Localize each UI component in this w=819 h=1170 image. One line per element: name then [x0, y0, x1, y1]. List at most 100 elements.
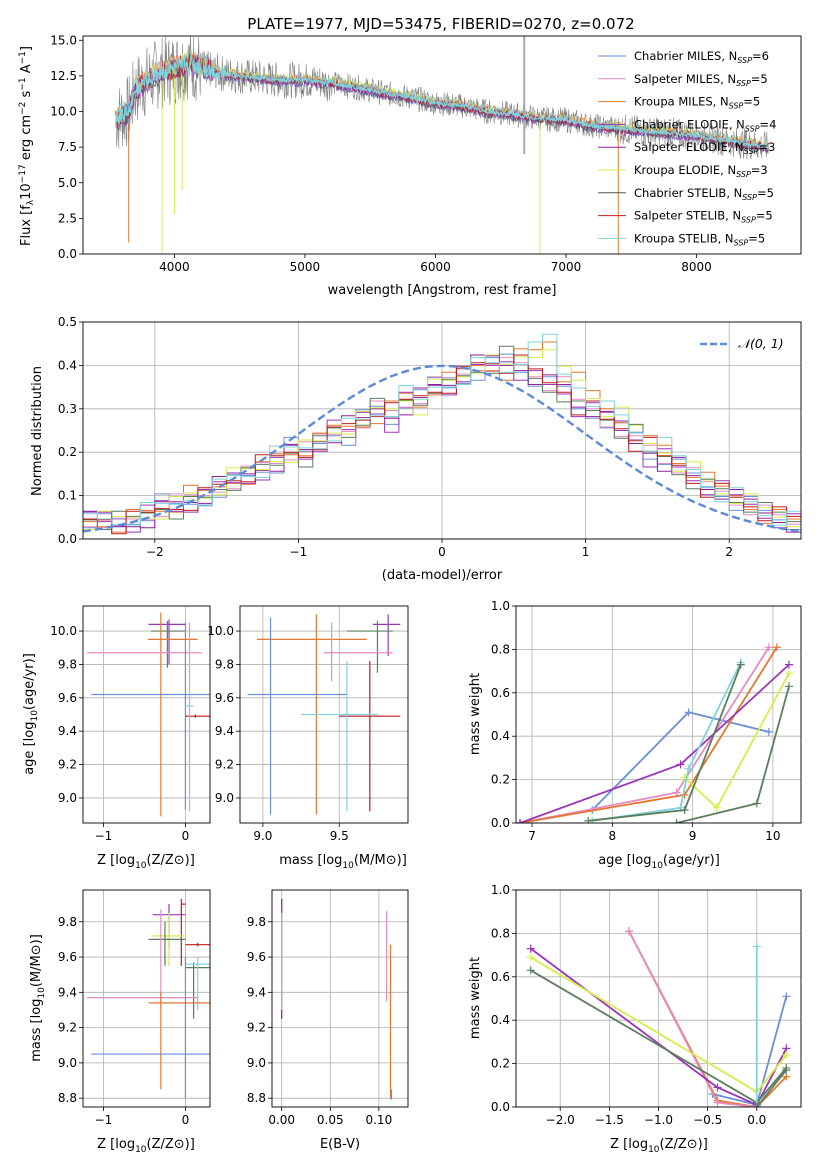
x-tick-label: −1.0 — [644, 1113, 673, 1127]
y-tick-label: 8.8 — [58, 1091, 77, 1105]
ticks: 9.0 9.5 9.0 9.2 9.4 9.6 9.8 10.0 — [207, 624, 349, 843]
y-tick-label: 9.8 — [247, 915, 266, 929]
series-line — [592, 662, 742, 822]
errorbar-point-4 — [87, 622, 202, 812]
label-part: Z [log — [610, 1137, 648, 1152]
series-marker — [526, 966, 535, 975]
legend-entry: Chabrier MILES, NSSP=6 — [634, 49, 769, 65]
grid — [83, 321, 801, 540]
legend-sub: SSP — [742, 193, 757, 202]
label-sub: 10 — [651, 861, 663, 871]
label-sub: 10 — [30, 710, 40, 722]
series-2 — [516, 643, 773, 823]
y-tick-label: 9.4 — [58, 985, 77, 999]
series-marker — [782, 1066, 791, 1075]
ticks: −2.0 −1.5 −1.0 −0.5 0.0 0.0 0.2 0.4 0.6 0.8 1.0 — [491, 883, 766, 1127]
errorbar-plot-area — [247, 614, 401, 815]
legend-entry: Kroupa MILES, NSSP=5 — [634, 95, 760, 111]
series-marker — [752, 1103, 761, 1107]
axes-frame — [239, 605, 409, 824]
y-tick-label: 0.2 — [58, 445, 77, 459]
legend-sub: SSP — [741, 216, 756, 225]
y-label-part: −1 — [18, 77, 28, 90]
label-part: Z [log — [97, 1137, 135, 1152]
x-tick-label: 0.00 — [268, 1113, 295, 1127]
y-label-part: −2 — [18, 102, 28, 115]
y-tick-label: 9.4 — [215, 724, 234, 738]
y-tick-label: 8.8 — [247, 1091, 266, 1105]
errorbar-plot-area — [87, 612, 210, 817]
y-tick-label: 9.6 — [58, 950, 77, 964]
y-tick-label: 7.5 — [58, 140, 77, 154]
mass-vs-metallicity-panel: −1 08.89.09.29.49.69.8Z [log10(Z/Z⊙)]mass… — [29, 889, 211, 1155]
y-tick-label: 10.0 — [50, 105, 77, 119]
histogram-step-9 — [83, 333, 801, 539]
y-label-part: ] — [19, 46, 34, 51]
axes-frame — [82, 35, 802, 255]
axes-frame — [82, 321, 802, 540]
y-tick-label: 9.6 — [215, 691, 234, 705]
errorbar-plot-area — [281, 898, 393, 1100]
y-tick-label: 9.0 — [215, 791, 234, 805]
x-tick-label: −1 — [290, 545, 308, 559]
y-tick-label: 15.0 — [50, 33, 77, 47]
line-plot-area — [516, 643, 793, 823]
errorbar-point-4 — [324, 622, 393, 682]
label-part: (Z/Z⊙)] — [660, 1137, 708, 1152]
y-tick-label: 0.4 — [491, 729, 510, 743]
series-3 — [625, 927, 761, 1107]
errorbar-point-10 — [91, 957, 210, 1099]
series-8 — [584, 660, 745, 823]
x-tick-label: 6000 — [420, 260, 451, 274]
x-tick-label: −1.5 — [595, 1113, 624, 1127]
legend-sub: SSP — [745, 124, 760, 133]
y-axis-label: age [log10(age/yr)] — [22, 653, 40, 775]
axes-frame — [515, 605, 802, 824]
label-part: (age/yr)] — [663, 853, 720, 868]
x-tick-label: 9.5 — [330, 829, 349, 843]
line-plot-area — [526, 927, 791, 1107]
legend-value: =3 — [751, 163, 768, 177]
series-marker — [764, 727, 773, 736]
x-tick-label: 9 — [689, 829, 697, 843]
y-tick-label: 9.4 — [58, 724, 77, 738]
x-tick-label: 7000 — [551, 260, 582, 274]
y-tick-label: 0.4 — [491, 1013, 510, 1027]
x-tick-label: 0 — [182, 1113, 190, 1127]
y-tick-label: 0.3 — [58, 402, 77, 416]
label-part: age [log — [22, 722, 37, 775]
legend-entry: Chabrier ELODIE, NSSP=4 — [634, 117, 776, 133]
errorbar-point-6 — [339, 661, 401, 812]
series-line — [676, 686, 790, 823]
errorbar-point-5 — [185, 942, 210, 947]
axes-frame — [515, 889, 802, 1108]
x-tick-label: 4000 — [159, 260, 190, 274]
series-1 — [708, 992, 791, 1107]
series-marker — [713, 1083, 722, 1092]
residual-histogram-panel: −2 −1 0 1 2 0.0 0.1 0.2 0.3 0.4 0.5 𝒩(0, 1) (data-mo… — [30, 315, 802, 583]
series-marker — [516, 819, 525, 823]
legend-entry: Kroupa ELODIE, NSSP=3 — [634, 163, 768, 179]
legend-sub: SSP — [734, 238, 749, 247]
label-part: (age/yr)] — [22, 653, 37, 710]
y-label-part: λ — [26, 199, 36, 205]
series-marker — [680, 805, 689, 814]
histogram-plot-area — [83, 333, 801, 539]
mass-weight-vs-metallicity-panel: −2.0 −1.5 −1.0 −0.5 0.0 0.0 0.2 0.4 0.6 0.8 1.0 Z [… — [468, 883, 802, 1155]
legend-value: =5 — [751, 72, 768, 86]
x-tick-label: 0 — [438, 545, 446, 559]
errorbar-point-2 — [151, 621, 186, 668]
spectrum-plot-area — [115, 36, 769, 254]
errorbar-point-9 — [148, 992, 210, 1090]
legend-text: Chabrier MILES, N — [634, 49, 737, 63]
grid — [516, 605, 801, 824]
errorbar-plot-area — [87, 898, 210, 1099]
y-tick-label: 9.8 — [58, 915, 77, 929]
series-marker — [526, 944, 535, 953]
legend-text: Salpeter STELIB, N — [634, 209, 741, 223]
gaussian-reference-curve — [83, 364, 801, 533]
ticks: −2 −1 0 1 2 0.0 0.1 0.2 0.3 0.4 0.5 — [58, 315, 733, 559]
y-tick-label: 1.0 — [491, 599, 510, 613]
